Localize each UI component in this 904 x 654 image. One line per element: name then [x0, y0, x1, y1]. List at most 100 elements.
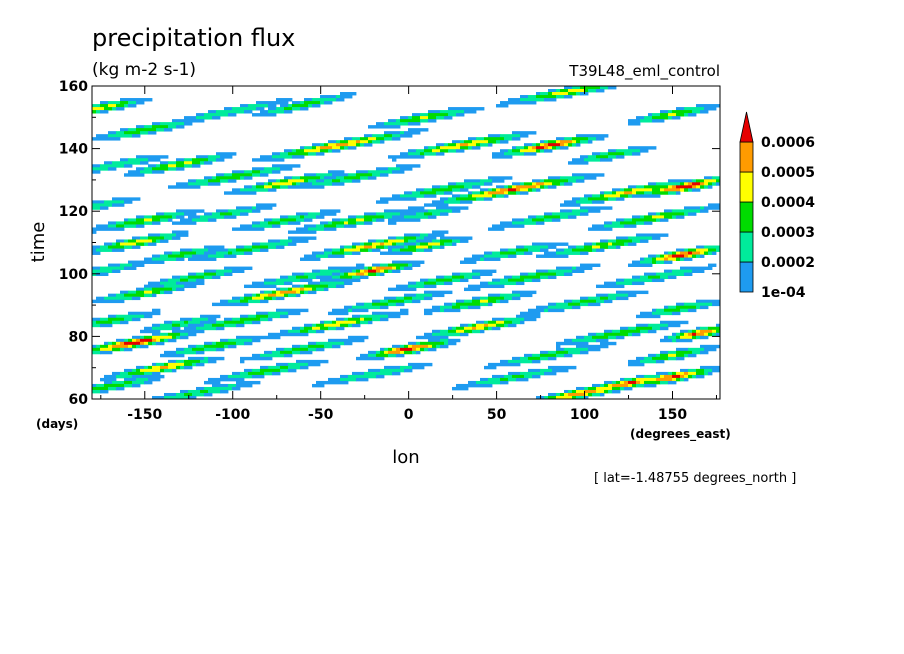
contour-cell	[416, 350, 421, 355]
contour-cell	[448, 338, 461, 343]
contour-cell	[448, 197, 457, 201]
contour-cell	[280, 185, 289, 189]
contour-cell	[700, 350, 709, 355]
contour-cell	[400, 248, 417, 252]
contour-cell	[232, 170, 245, 174]
contour-cell	[444, 191, 453, 195]
y-axis-units: (days)	[36, 417, 78, 431]
contour-cell	[272, 218, 281, 222]
contour-cell	[428, 233, 445, 237]
contour-cell	[148, 365, 153, 370]
contour-cell	[320, 146, 333, 150]
contour-cell	[196, 278, 205, 283]
contour-cell	[652, 116, 669, 120]
contour-cell	[480, 299, 489, 304]
contour-cell	[340, 179, 353, 183]
contour-cell	[224, 266, 253, 270]
contour-cell	[276, 290, 281, 295]
contour-cell	[360, 248, 369, 252]
contour-cell	[336, 317, 345, 322]
legend-swatch	[739, 141, 754, 173]
contour-cell	[512, 374, 525, 379]
contour-cell	[340, 245, 345, 249]
contour-cell	[92, 386, 109, 391]
contour-cell	[172, 326, 181, 331]
contour-cell	[408, 344, 413, 349]
contour-cell	[616, 155, 625, 159]
contour-cell	[676, 257, 681, 261]
contour-cell	[388, 347, 393, 352]
contour-cell	[276, 293, 285, 298]
contour-cell	[468, 305, 481, 310]
contour-cell	[400, 308, 409, 313]
contour-cell	[380, 269, 385, 273]
contour-cell	[332, 248, 341, 252]
contour-cell	[380, 347, 385, 352]
contour-cell	[572, 248, 593, 252]
contour-cell	[300, 287, 305, 292]
contour-cell	[168, 362, 185, 367]
contour-cell	[280, 275, 289, 280]
contour-cell	[512, 185, 517, 189]
contour-cell	[404, 236, 417, 240]
contour-cell	[564, 182, 573, 186]
contour-cell	[492, 224, 525, 228]
contour-cell	[408, 263, 413, 267]
contour-cell	[512, 290, 537, 295]
contour-cell	[168, 167, 177, 171]
contour-cell	[100, 344, 109, 349]
contour-cell	[568, 389, 573, 394]
contour-cell	[512, 221, 537, 225]
contour-cell	[680, 308, 689, 313]
contour-cell	[456, 149, 465, 153]
contour-cell	[516, 377, 529, 382]
contour-cell	[352, 305, 381, 310]
contour-cell	[380, 242, 385, 246]
contour-cell	[616, 296, 629, 301]
contour-cell	[364, 242, 373, 246]
contour-cell	[316, 173, 333, 177]
contour-cell	[340, 140, 349, 144]
contour-cell	[616, 335, 625, 340]
y-tick-label: 80	[69, 329, 89, 345]
contour-cell	[592, 152, 601, 156]
contour-cell	[684, 302, 713, 307]
contour-cell	[268, 221, 281, 225]
contour-cell	[676, 305, 697, 310]
contour-cell	[172, 335, 177, 340]
contour-cell	[492, 374, 505, 379]
contour-cell	[700, 329, 713, 334]
contour-cell	[572, 305, 581, 310]
contour-cell	[376, 200, 389, 204]
contour-cell	[216, 173, 225, 177]
contour-cell	[692, 335, 697, 340]
contour-cell	[692, 374, 697, 379]
contour-cell	[532, 179, 541, 183]
contour-cell	[608, 383, 613, 388]
contour-cell	[528, 368, 541, 373]
contour-cell	[292, 344, 301, 349]
x-tick-label: 0	[404, 407, 414, 423]
contour-cell	[132, 317, 141, 322]
contour-cell	[460, 239, 469, 243]
contour-cell	[128, 158, 149, 162]
contour-cell	[308, 152, 317, 156]
contour-cell	[588, 197, 609, 201]
contour-cell	[380, 317, 389, 322]
contour-cell	[392, 269, 401, 273]
contour-cell	[188, 278, 197, 283]
contour-cell	[272, 170, 281, 174]
contour-cell	[108, 317, 125, 322]
contour-cell	[696, 329, 701, 334]
contour-cell	[712, 251, 717, 255]
contour-cell	[376, 272, 381, 277]
contour-cell	[108, 314, 117, 319]
contour-cell	[92, 323, 101, 328]
contour-cell	[124, 245, 133, 249]
contour-cell	[596, 299, 605, 304]
contour-cell	[660, 110, 669, 114]
contour-cell	[448, 107, 485, 111]
contour-cell	[620, 194, 629, 198]
contour-cell	[556, 140, 561, 144]
contour-cell	[704, 251, 709, 255]
